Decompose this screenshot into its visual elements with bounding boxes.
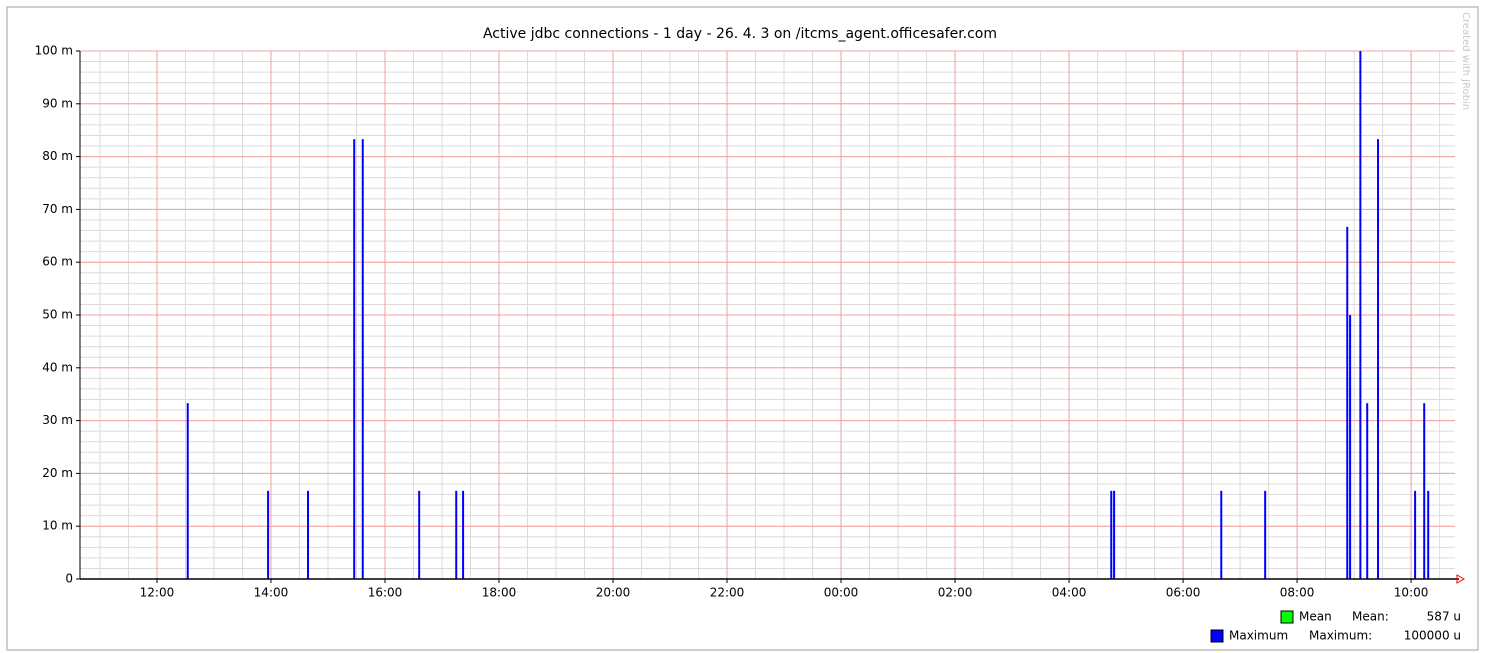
chart-title: Active jdbc connections - 1 day - 26. 4.… — [483, 26, 997, 42]
bar — [462, 490, 465, 579]
y-tick-label: 70 m — [42, 202, 73, 216]
bar — [1414, 490, 1417, 579]
bar — [1110, 490, 1113, 579]
bar — [1359, 51, 1362, 579]
bar — [353, 139, 356, 579]
y-tick-label: 0 — [65, 572, 73, 586]
bar — [1377, 139, 1380, 579]
bar — [1349, 315, 1352, 579]
x-tick-label: 10:00 — [1394, 586, 1429, 600]
bar — [1366, 403, 1369, 579]
x-tick-label: 16:00 — [368, 586, 403, 600]
x-tick-label: 00:00 — [824, 586, 859, 600]
legend-label: Mean — [1299, 610, 1332, 624]
y-tick-label: 90 m — [42, 96, 73, 110]
bar — [267, 490, 270, 579]
y-tick-label: 10 m — [42, 519, 73, 533]
legend-stat-label: Maximum: — [1309, 629, 1372, 643]
x-tick-label: 12:00 — [140, 586, 175, 600]
legend-stat-label: Mean: — [1352, 610, 1389, 624]
bar — [186, 403, 189, 579]
bar — [307, 490, 310, 579]
axis-arrow — [1456, 574, 1466, 584]
legend-stat: 587 u — [1427, 610, 1461, 624]
x-tick-label: 08:00 — [1280, 586, 1315, 600]
x-tick-label: 22:00 — [710, 586, 745, 600]
y-tick-label: 60 m — [42, 255, 73, 269]
bar — [1423, 403, 1426, 579]
x-tick-label: 06:00 — [1166, 586, 1201, 600]
x-tick-label: 02:00 — [938, 586, 973, 600]
bar — [1427, 490, 1430, 579]
x-tick-label: 14:00 — [254, 586, 289, 600]
watermark: Created with JRobin — [1460, 12, 1471, 110]
legend-swatch — [1280, 610, 1294, 624]
legend-label: Maximum — [1229, 629, 1288, 643]
bar — [455, 490, 458, 579]
y-tick-label: 20 m — [42, 466, 73, 480]
y-tick-label: 50 m — [42, 308, 73, 322]
bar — [1220, 490, 1223, 579]
x-tick-label: 20:00 — [596, 586, 631, 600]
bar — [1346, 226, 1349, 579]
legend-swatch — [1210, 629, 1224, 643]
bar — [1264, 490, 1267, 579]
bar — [361, 139, 364, 579]
x-tick-label: 04:00 — [1052, 586, 1087, 600]
y-tick-label: 100 m — [35, 44, 73, 58]
x-tick-label: 18:00 — [482, 586, 517, 600]
legend-stat: 100000 u — [1404, 629, 1461, 643]
bar — [1113, 490, 1116, 579]
y-tick-label: 40 m — [42, 360, 73, 374]
y-tick-label: 80 m — [42, 149, 73, 163]
y-tick-label: 30 m — [42, 413, 73, 427]
bar — [418, 490, 421, 579]
